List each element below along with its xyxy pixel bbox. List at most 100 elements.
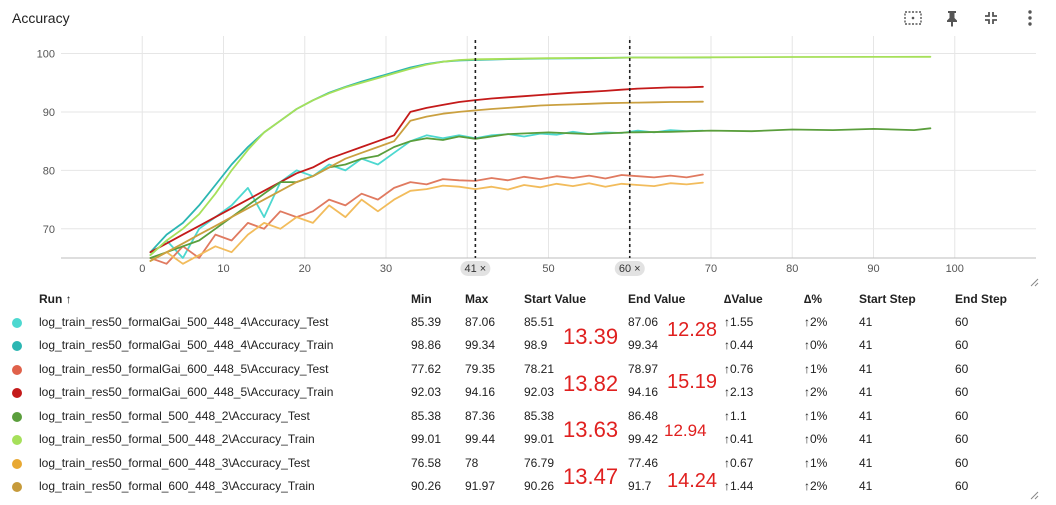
start-value: 78.21 (524, 361, 555, 376)
start-annotation-4: 13.47 (563, 464, 619, 489)
run-color-cell (12, 381, 39, 405)
x-tick-label: 100 (946, 263, 964, 275)
accuracy-chart[interactable]: 010203040506070809010070809010041 ×60 × (0, 36, 1056, 286)
x-tick-label: 10 (217, 263, 229, 275)
delta-value: ↑0.44 (724, 338, 754, 353)
end-value: 99.34 (628, 338, 659, 353)
run-color-cell (12, 475, 39, 499)
delta-pct: ↑1% (804, 455, 828, 470)
delta-value: ↑0.67 (724, 455, 754, 470)
delta-pct: ↑0% (804, 338, 828, 353)
col-run[interactable]: Run ↑ (39, 292, 72, 306)
min-value: 77.62 (411, 361, 442, 376)
run-color-cell (12, 404, 39, 428)
run-color-cell (12, 357, 39, 381)
x-tick-label: 20 (299, 263, 311, 275)
series-line (149, 85, 704, 254)
run-color-cell (12, 428, 39, 452)
min-value: 92.03 (411, 385, 442, 400)
start-value: 99.01 (524, 432, 555, 447)
collapse-icon[interactable] (981, 8, 1001, 28)
end-value: 86.48 (628, 408, 659, 423)
max-value: 99.34 (465, 338, 496, 353)
x-tick-label: 80 (786, 263, 798, 275)
start-step: 41 (859, 455, 873, 470)
col-end-value[interactable]: End Value (628, 292, 686, 306)
delta-pct: ↑2% (804, 479, 828, 494)
start-step: 41 (859, 338, 873, 353)
end-step: 60 (955, 455, 969, 470)
table-row[interactable]: log_train_res50_formalGai_500_448_4\Accu… (12, 310, 1015, 334)
end-value: 91.7 (628, 479, 652, 494)
table-row[interactable]: log_train_res50_formalGai_600_448_5\Accu… (12, 381, 1015, 405)
col-delta-value[interactable]: ∆Value (724, 292, 763, 306)
run-color-swatch (12, 317, 22, 328)
end-value: 78.97 (628, 361, 659, 376)
table-row[interactable]: log_train_res50_formal_600_448_3\Accurac… (12, 451, 1015, 475)
col-color (12, 288, 39, 310)
col-delta-pct[interactable]: ∆% (804, 292, 823, 306)
col-start-step[interactable]: Start Step (859, 292, 916, 306)
end-step: 60 (955, 314, 969, 329)
table-row[interactable]: log_train_res50_formal_600_448_3\Accurac… (12, 475, 1015, 499)
col-max[interactable]: Max (465, 292, 489, 306)
table-row[interactable]: log_train_res50_formal_500_448_2\Accurac… (12, 428, 1015, 452)
max-value: 87.06 (465, 314, 496, 329)
y-tick-label: 100 (37, 49, 55, 61)
start-step: 41 (859, 408, 873, 423)
y-tick-label: 80 (43, 165, 55, 177)
min-value: 98.86 (411, 338, 442, 353)
end-step: 60 (955, 432, 969, 447)
end-value: 99.42 (628, 432, 659, 447)
delta-pct: ↑0% (804, 432, 828, 447)
y-tick-label: 90 (43, 107, 55, 119)
run-name: log_train_res50_formalGai_600_448_5\Accu… (39, 385, 334, 400)
x-tick-label: 70 (705, 263, 717, 275)
max-value: 78 (465, 455, 479, 470)
x-tick-label: 0 (139, 263, 145, 275)
table-row[interactable]: log_train_res50_formalGai_600_448_5\Accu… (12, 357, 1015, 381)
table-resize-handle-icon[interactable] (1029, 490, 1039, 500)
col-end-step[interactable]: End Step (955, 292, 1008, 306)
run-name: log_train_res50_formalGai_500_448_4\Accu… (39, 338, 334, 353)
run-name: log_train_res50_formal_600_448_3\Accurac… (39, 455, 310, 470)
end-annotation-1: 12.28 (667, 319, 718, 341)
end-step: 60 (955, 338, 969, 353)
run-color-swatch (12, 482, 22, 493)
series-line (149, 100, 704, 262)
start-step: 41 (859, 314, 873, 329)
end-step: 60 (955, 385, 969, 400)
fit-domain-icon[interactable] (903, 8, 923, 28)
run-color-swatch (12, 341, 22, 352)
col-start-value[interactable]: Start Value (524, 292, 587, 306)
run-color-swatch (12, 411, 22, 422)
max-value: 87.36 (465, 408, 496, 423)
delta-pct: ↑2% (804, 385, 828, 400)
start-value: 85.51 (524, 314, 555, 329)
max-value: 94.16 (465, 385, 496, 400)
table-row[interactable]: log_train_res50_formal_500_448_2\Accurac… (12, 404, 1015, 428)
end-step: 60 (955, 479, 969, 494)
series-line (149, 56, 712, 254)
series-line (149, 181, 704, 265)
start-annotation-3: 13.63 (563, 417, 619, 442)
col-min[interactable]: Min (411, 292, 432, 306)
step-marker-label: 60 × (619, 263, 641, 275)
series-line (149, 55, 932, 256)
max-value: 91.97 (465, 479, 496, 494)
run-color-cell (12, 310, 39, 334)
runs-table: Run ↑ Min Max Start Value End Value ∆Val… (12, 288, 1015, 498)
chart-resize-handle-icon[interactable] (1029, 277, 1039, 287)
run-name: log_train_res50_formalGai_600_448_5\Accu… (39, 361, 329, 376)
table-row[interactable]: log_train_res50_formalGai_500_448_4\Accu… (12, 334, 1015, 358)
start-step: 41 (859, 361, 873, 376)
run-color-swatch (12, 458, 22, 469)
more-vert-icon[interactable] (1020, 8, 1040, 28)
min-value: 85.38 (411, 408, 442, 423)
delta-value: ↑1.1 (724, 408, 747, 423)
start-step: 41 (859, 479, 873, 494)
start-value: 85.38 (524, 408, 555, 423)
pin-icon[interactable] (942, 8, 962, 28)
start-value: 90.26 (524, 479, 555, 494)
step-marker-chip (460, 261, 491, 276)
